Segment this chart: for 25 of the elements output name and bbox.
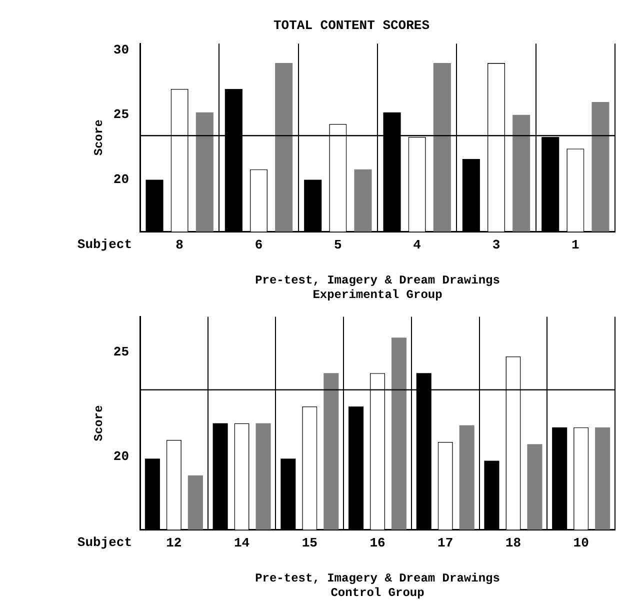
y-tick-label: 20 bbox=[113, 172, 130, 188]
y-tick-label: 30 bbox=[113, 42, 130, 58]
y-axis-title: Score bbox=[92, 405, 106, 442]
text: Subject bbox=[77, 236, 132, 252]
x-tick-label: 14 bbox=[234, 536, 250, 551]
x-tick-label: 10 bbox=[573, 536, 590, 551]
x-tick-label: 6 bbox=[254, 238, 263, 253]
x-tick-label: 5 bbox=[334, 238, 342, 253]
y-tick-label: 25 bbox=[113, 107, 130, 122]
x-tick-label: 1 bbox=[572, 238, 580, 253]
x-tick-label: 12 bbox=[166, 536, 182, 551]
x-tick-label: 18 bbox=[505, 536, 522, 551]
text: Subject bbox=[77, 534, 132, 550]
y-tick-label: 25 bbox=[113, 344, 130, 360]
x-axis-title: Pre-test, Imagery & Dream Drawings Experimental Group bbox=[255, 273, 500, 302]
x-tick-label: 16 bbox=[370, 536, 386, 551]
x-tick-label: 15 bbox=[302, 536, 318, 551]
y-axis-title: Score bbox=[92, 120, 106, 156]
x-axis-title: Pre-test, Imagery & Dream Drawings Control Group bbox=[255, 571, 500, 600]
x-tick-label: 4 bbox=[413, 238, 422, 253]
x-tick-label: 3 bbox=[492, 238, 500, 253]
x-tick-label: 8 bbox=[176, 238, 184, 253]
chart-title: TOTAL CONTENT SCORES bbox=[273, 18, 430, 34]
y-tick-label: 20 bbox=[113, 448, 130, 464]
x-tick-label: 17 bbox=[438, 536, 454, 551]
